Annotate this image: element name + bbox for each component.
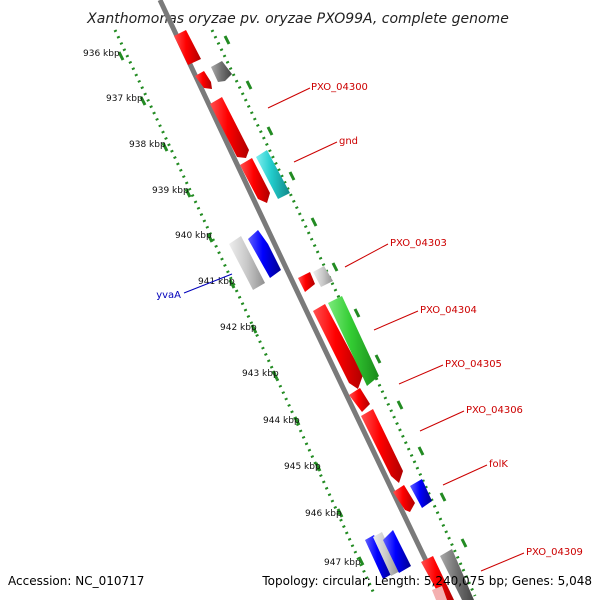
leader-line — [480, 552, 525, 572]
gene-arrow[interactable] — [410, 479, 432, 508]
gene-arrow[interactable] — [365, 535, 392, 579]
gene-arrow[interactable] — [298, 272, 315, 292]
gene-arrow[interactable] — [440, 549, 474, 600]
gene-arrow[interactable] — [393, 485, 415, 512]
tick-label: 937 kbp — [106, 94, 143, 104]
gene-label-pxo-04306[interactable]: PXO_04306 — [466, 405, 523, 416]
gene-arrow[interactable] — [229, 236, 265, 290]
gene-labels: PXO_04300 gnd PXO_04303 PXO_04304 PXO_04… — [156, 82, 583, 558]
gene-arrow[interactable] — [432, 586, 447, 600]
accession-text: Accession: NC_010717 — [8, 574, 145, 588]
tick-label: 943 kbp — [242, 369, 279, 379]
gene-arrow[interactable] — [174, 30, 201, 65]
leader-line — [442, 464, 488, 486]
gene-label-pxo-04300[interactable]: PXO_04300 — [311, 82, 368, 93]
label-leaders — [183, 87, 525, 572]
topology-text: Topology: circular; Length: 5,240,075 bp… — [262, 574, 592, 588]
gene-label-pxo-04304[interactable]: PXO_04304 — [420, 305, 477, 316]
tick-labels: 936 kbp 937 kbp 938 kbp 939 kbp 940 kbp … — [83, 49, 361, 568]
leader-line — [183, 273, 233, 294]
tick-label: 946 kbp — [305, 509, 342, 519]
gene-arrow[interactable] — [313, 266, 333, 287]
tick-label: 944 kbp — [263, 416, 300, 426]
gene-label-pxo-04303[interactable]: PXO_04303 — [390, 238, 447, 249]
gene-arrow[interactable] — [240, 158, 270, 203]
gene-arrow[interactable] — [328, 296, 379, 386]
gene-arrow[interactable] — [373, 532, 400, 576]
leader-line — [419, 410, 465, 432]
gene-label-gnd[interactable]: gnd — [339, 136, 358, 147]
gene-arrow[interactable] — [210, 97, 249, 158]
tick-label: 942 kbp — [220, 323, 257, 333]
tick-label: 945 kbp — [284, 462, 321, 472]
leader-line — [344, 243, 389, 268]
gene-arrow[interactable] — [248, 230, 281, 278]
gene-arrow[interactable] — [256, 150, 290, 199]
gene-arrow[interactable] — [211, 61, 232, 82]
gene-label-folk[interactable]: folK — [489, 459, 508, 470]
inner-major-ticks — [117, 51, 365, 566]
leader-line — [373, 310, 419, 331]
genome-backbone — [157, 0, 448, 600]
leader-line — [293, 141, 338, 163]
tick-label: 947 kbp — [324, 558, 361, 568]
gene-arrow[interactable] — [349, 388, 370, 412]
inner-tick-ring — [113, 29, 377, 597]
tick-label: 939 kbp — [152, 186, 189, 196]
leader-line — [267, 87, 311, 109]
gene-label-pxo-04305[interactable]: PXO_04305 — [445, 359, 502, 370]
leader-line — [398, 364, 444, 385]
tick-label: 941 kbp — [198, 277, 235, 287]
gene-arrow[interactable] — [383, 530, 411, 573]
tick-label: 940 kbp — [175, 231, 212, 241]
outer-major-ticks — [223, 35, 468, 548]
gene-arrow[interactable] — [421, 556, 454, 600]
gene-label-pxo-04309[interactable]: PXO_04309 — [526, 547, 583, 558]
gene-label-yvaa[interactable]: yvaA — [156, 290, 181, 301]
map-title: Xanthomonas oryzae pv. oryzae PXO99A, co… — [86, 11, 509, 27]
gene-arrow[interactable] — [195, 71, 212, 89]
tick-label: 938 kbp — [129, 140, 166, 150]
gene-arrow[interactable] — [313, 304, 363, 389]
tick-label: 936 kbp — [83, 49, 120, 59]
gene-features — [174, 30, 474, 600]
gene-arrow[interactable] — [361, 409, 403, 483]
